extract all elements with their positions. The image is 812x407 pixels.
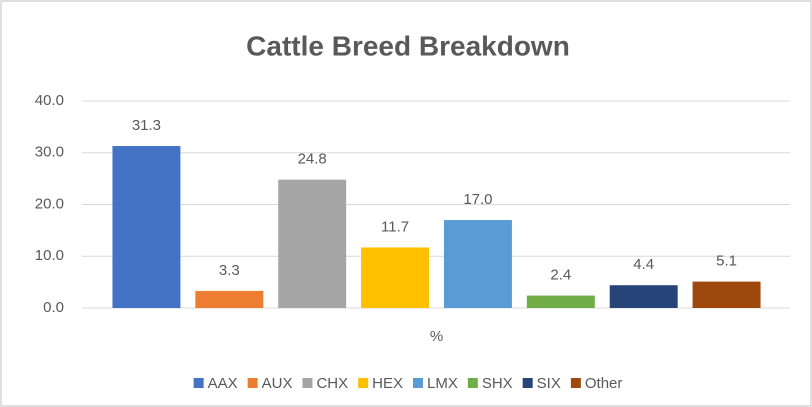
data-label: 17.0 — [463, 191, 492, 208]
bar — [692, 281, 761, 308]
legend-label: CHX — [316, 375, 348, 392]
legend-label: Other — [585, 375, 623, 392]
data-label: 31.3 — [132, 117, 161, 134]
legend-swatch — [467, 378, 478, 388]
legend-label: AUX — [262, 375, 293, 392]
y-tick-label: 20.0 — [35, 195, 64, 212]
legend-label: SHX — [482, 375, 513, 392]
legend-swatch — [522, 378, 533, 388]
legend-swatch — [247, 378, 258, 388]
legend-label: SIX — [537, 375, 561, 392]
bar — [361, 247, 430, 308]
legend-swatch — [570, 378, 581, 388]
bar — [195, 290, 264, 308]
data-label: 3.3 — [219, 262, 240, 279]
data-label: 2.4 — [550, 267, 571, 284]
legend-swatch — [193, 378, 204, 388]
bar — [609, 285, 678, 308]
data-label: 5.1 — [716, 253, 737, 270]
legend-swatch — [302, 378, 313, 388]
data-label: 4.4 — [633, 256, 654, 273]
y-tick-label: 0.0 — [43, 299, 64, 316]
bar — [112, 146, 181, 308]
y-tick-label: 40.0 — [35, 92, 64, 109]
x-tick-label: % — [430, 328, 443, 345]
legend-swatch — [358, 378, 369, 388]
y-tick-label: 30.0 — [35, 144, 64, 161]
bar — [526, 295, 595, 308]
legend-label: LMX — [427, 375, 458, 392]
legend-label: AAX — [208, 375, 238, 392]
y-tick-label: 10.0 — [35, 247, 64, 264]
data-label: 24.8 — [298, 151, 327, 168]
bar — [443, 220, 512, 308]
legend-label: HEX — [372, 375, 403, 392]
bar — [278, 179, 347, 308]
data-label: 11.7 — [381, 218, 409, 235]
chart-title: Cattle Breed Breakdown — [246, 30, 570, 61]
legend-swatch — [412, 378, 423, 388]
